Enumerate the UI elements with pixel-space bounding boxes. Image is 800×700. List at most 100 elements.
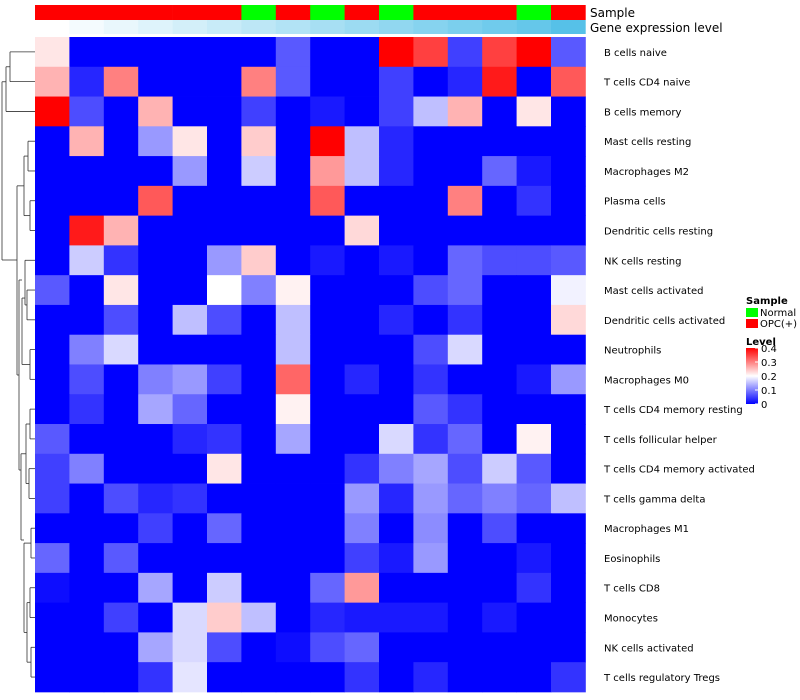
heatmap-cell	[207, 483, 242, 514]
heatmap-cell	[379, 364, 414, 395]
expression-annotation-cell	[275, 20, 311, 34]
heatmap-cell	[482, 572, 517, 604]
heatmap-cell	[241, 37, 277, 68]
heatmap-cell	[103, 394, 139, 425]
heatmap-cell	[379, 632, 414, 663]
annotation-bars	[35, 5, 586, 34]
expression-annotation-cell	[516, 20, 552, 34]
heatmap-cell	[447, 602, 483, 633]
expression-annotation-cell	[344, 20, 380, 34]
heatmap-cell	[69, 304, 105, 336]
heatmap-cell	[69, 215, 105, 246]
heatmap-cell	[379, 572, 414, 604]
heatmap-cell	[344, 364, 380, 395]
heatmap-cell	[138, 37, 173, 68]
heatmap-cell	[207, 37, 242, 68]
heatmap-cell	[69, 96, 105, 127]
heatmap-cell	[103, 602, 139, 633]
expression-annotation-cell	[138, 20, 173, 34]
heatmap-cell	[516, 245, 552, 276]
heatmap-cell	[103, 572, 139, 604]
heatmap-cell	[241, 156, 277, 187]
heatmap-cell	[482, 156, 517, 187]
heatmap-cell	[344, 424, 380, 455]
heatmap-cell	[138, 66, 173, 97]
row-label: T cells follicular helper	[603, 435, 718, 446]
heatmap-cell	[516, 632, 552, 663]
sample-annotation-cell	[482, 5, 517, 20]
heatmap-cell	[69, 632, 105, 663]
sample-annotation-cell	[172, 5, 208, 20]
heatmap-cell	[379, 66, 414, 97]
heatmap-cell	[241, 185, 277, 217]
sample-annotation-cell	[447, 5, 483, 20]
heatmap-cell	[447, 66, 483, 97]
legend-swatch-normal	[746, 308, 758, 317]
heatmap-cell	[69, 424, 105, 455]
heatmap-cell	[241, 126, 277, 157]
heatmap-cell	[344, 156, 380, 187]
heatmap-cell	[275, 572, 311, 604]
heatmap-cell	[69, 543, 105, 574]
heatmap-cell	[172, 215, 208, 246]
heatmap-cell	[482, 483, 517, 514]
row-label: Mast cells activated	[604, 286, 703, 297]
heatmap-cell	[344, 96, 380, 127]
level-tick-label: 0.2	[761, 372, 777, 383]
heatmap-cell	[138, 215, 173, 246]
heatmap-cell	[516, 185, 552, 217]
heatmap-cell	[138, 483, 173, 514]
annotation-label-sample: Sample	[590, 6, 635, 20]
heatmap-cell	[35, 304, 70, 336]
heatmap-cell	[103, 543, 139, 574]
heatmap-cell	[344, 215, 380, 246]
heatmap-cell	[35, 662, 70, 693]
legend-label-opc: OPC(+)	[760, 319, 797, 330]
heatmap-cell	[275, 662, 311, 693]
heatmap-cell	[275, 156, 311, 187]
expression-annotation-cell	[69, 20, 105, 34]
heatmap-cell	[103, 66, 139, 97]
row-label: Neutrophils	[604, 346, 661, 357]
heatmap-cell	[103, 215, 139, 246]
heatmap-cell	[551, 275, 586, 306]
heatmap-cell	[103, 424, 139, 455]
heatmap-cell	[344, 513, 380, 544]
heatmap-cell	[413, 66, 449, 97]
row-label: Plasma cells	[604, 197, 666, 208]
heatmap-cell	[551, 185, 586, 217]
heatmap-cell	[551, 632, 586, 663]
heatmap-cell	[379, 543, 414, 574]
heatmap-cell	[413, 453, 449, 484]
row-label: NK cells resting	[604, 256, 681, 267]
heatmap-cell	[172, 543, 208, 574]
heatmap-cell	[310, 185, 345, 217]
heatmap-cell	[551, 334, 586, 365]
heatmap-cell	[551, 304, 586, 336]
row-label: Eosinophils	[604, 554, 660, 565]
heatmap-cell	[241, 334, 277, 365]
heatmap-cell	[413, 513, 449, 544]
heatmap-cell	[69, 453, 105, 484]
sample-annotation-cell	[241, 5, 277, 20]
heatmap-cell	[413, 215, 449, 246]
heatmap-cell	[103, 156, 139, 187]
heatmap-cell	[310, 245, 345, 276]
heatmap-cell	[516, 543, 552, 574]
heatmap-cell	[138, 156, 173, 187]
heatmap-cell	[35, 215, 70, 246]
heatmap-cell	[103, 334, 139, 365]
heatmap-cell	[172, 364, 208, 395]
heatmap-cell	[482, 424, 517, 455]
heatmap-cell	[138, 572, 173, 604]
heatmap-cell	[69, 245, 105, 276]
heatmap-cell	[275, 453, 311, 484]
expression-annotation-cell	[551, 20, 586, 34]
heatmap-cell	[551, 394, 586, 425]
legend-level-ticks: 0.4 0.3 0.2 0.1 0	[755, 344, 777, 411]
heatmap-cell	[207, 632, 242, 663]
heatmap-cell	[516, 453, 552, 484]
heatmap-cell	[241, 275, 277, 306]
heatmap-cell	[103, 453, 139, 484]
